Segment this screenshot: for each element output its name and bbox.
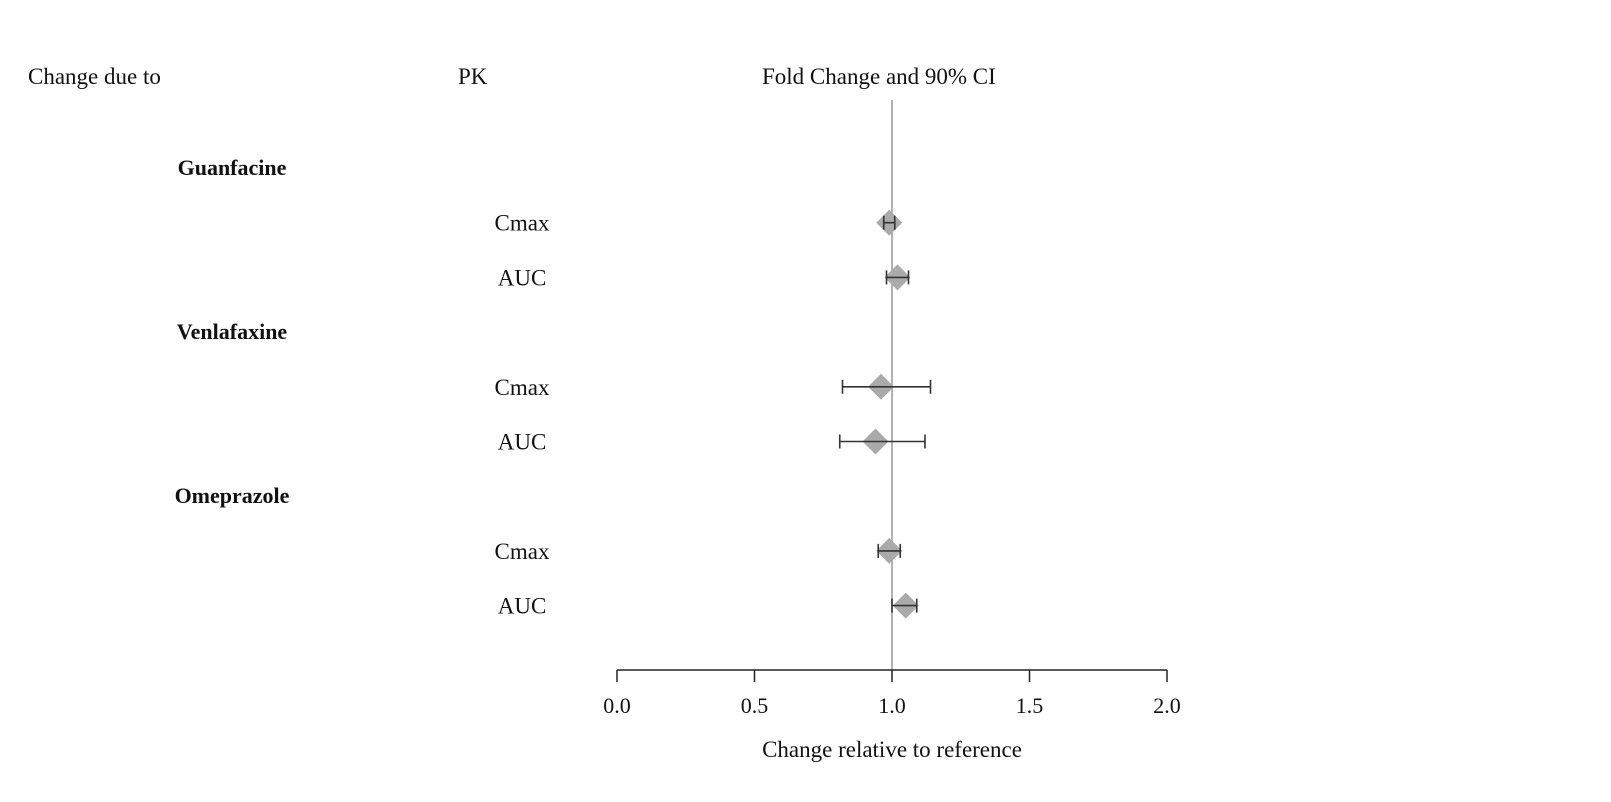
drug-label: Omeprazole [175, 483, 290, 508]
header-pk: PK [458, 64, 488, 89]
x-tick-label: 1.0 [878, 693, 906, 718]
x-axis-title: Change relative to reference [762, 737, 1022, 762]
x-tick-label: 0.5 [741, 693, 769, 718]
header-change-due-to: Change due to [28, 64, 161, 89]
pk-label: AUC [498, 265, 547, 290]
x-tick-label: 2.0 [1153, 693, 1181, 718]
drug-label: Guanfacine [178, 155, 287, 180]
pk-label: Cmax [495, 211, 550, 236]
pk-label: AUC [498, 430, 547, 455]
drug-label: Venlafaxine [177, 319, 288, 344]
pk-label: Cmax [495, 375, 550, 400]
pk-label: Cmax [495, 539, 550, 564]
x-tick-label: 0.0 [603, 693, 631, 718]
header-fold-change: Fold Change and 90% CI [762, 64, 996, 89]
pk-label: AUC [498, 594, 547, 619]
x-tick-label: 1.5 [1016, 693, 1044, 718]
